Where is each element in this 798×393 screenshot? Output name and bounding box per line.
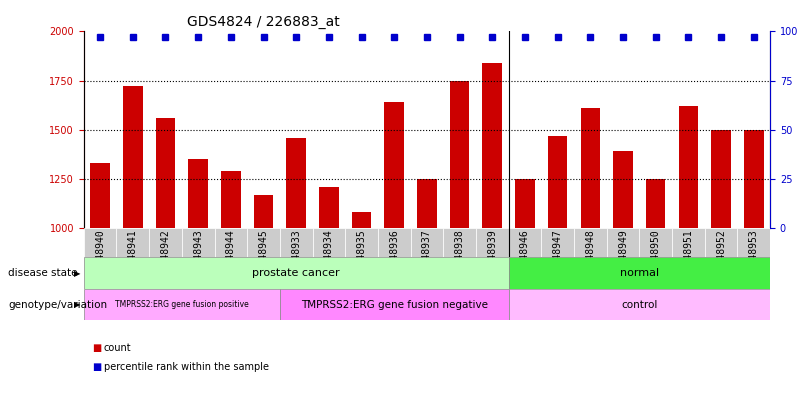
Bar [84,228,117,257]
Bar [483,63,502,228]
Bar [574,228,606,257]
Bar [443,228,476,257]
Bar [254,195,274,228]
Text: GSM1348937: GSM1348937 [422,230,432,288]
Bar [646,179,666,228]
Bar [613,151,633,228]
Text: control: control [621,299,658,310]
Bar [548,136,567,228]
Text: GSM1348945: GSM1348945 [259,230,269,288]
Bar [182,228,215,257]
Text: count: count [104,343,132,353]
Bar [606,228,639,257]
Bar [476,228,508,257]
Text: disease state: disease state [8,268,77,278]
Bar [580,108,600,228]
Bar [149,228,182,257]
Text: GSM1348935: GSM1348935 [357,230,366,288]
Text: GSM1348950: GSM1348950 [650,230,661,288]
Bar [737,228,770,257]
Bar [280,228,313,257]
Text: normal: normal [620,268,659,278]
Text: ▶: ▶ [74,300,81,309]
Text: GSM1348949: GSM1348949 [618,230,628,288]
Text: GSM1348953: GSM1348953 [749,230,759,288]
Text: GSM1348933: GSM1348933 [291,230,301,288]
Bar [678,106,698,228]
Text: GSM1348951: GSM1348951 [683,230,693,288]
Text: TMPRSS2:ERG gene fusion positive: TMPRSS2:ERG gene fusion positive [115,300,249,309]
Text: GSM1348942: GSM1348942 [160,230,171,288]
Bar [711,130,731,228]
Bar [450,81,469,228]
Bar [280,289,508,320]
Text: ▶: ▶ [74,269,81,277]
Bar [385,102,404,228]
Text: genotype/variation: genotype/variation [8,299,107,310]
Text: GSM1348948: GSM1348948 [585,230,595,288]
Text: percentile rank within the sample: percentile rank within the sample [104,362,269,373]
Bar [417,179,437,228]
Text: ■: ■ [92,362,101,373]
Bar [508,289,770,320]
Bar [123,86,143,228]
Bar [508,257,770,289]
Bar [672,228,705,257]
Text: GDS4824 / 226883_at: GDS4824 / 226883_at [187,15,339,29]
Text: GSM1348938: GSM1348938 [455,230,464,288]
Bar [156,118,176,228]
Text: GSM1348952: GSM1348952 [716,230,726,288]
Bar [705,228,737,257]
Text: GSM1348941: GSM1348941 [128,230,138,288]
Bar [378,228,411,257]
Bar [516,179,535,228]
Bar [352,212,371,228]
Bar [744,130,764,228]
Bar [319,187,338,228]
Bar [84,257,508,289]
Bar [247,228,280,257]
Bar [286,138,306,228]
Bar [188,159,208,228]
Text: ■: ■ [92,343,101,353]
Bar [411,228,443,257]
Bar [215,228,247,257]
Text: GSM1348946: GSM1348946 [520,230,530,288]
Bar [541,228,574,257]
Text: GSM1348940: GSM1348940 [95,230,105,288]
Text: GSM1348936: GSM1348936 [389,230,399,288]
Bar [221,171,241,228]
Text: GSM1348943: GSM1348943 [193,230,203,288]
Bar [313,228,346,257]
Bar [346,228,378,257]
Bar [84,289,280,320]
Text: TMPRSS2:ERG gene fusion negative: TMPRSS2:ERG gene fusion negative [301,299,488,310]
Text: prostate cancer: prostate cancer [252,268,340,278]
Text: GSM1348944: GSM1348944 [226,230,236,288]
Text: GSM1348934: GSM1348934 [324,230,334,288]
Text: GSM1348939: GSM1348939 [488,230,497,288]
Bar [117,228,149,257]
Bar [639,228,672,257]
Bar [90,163,110,228]
Bar [508,228,541,257]
Text: GSM1348947: GSM1348947 [553,230,563,288]
